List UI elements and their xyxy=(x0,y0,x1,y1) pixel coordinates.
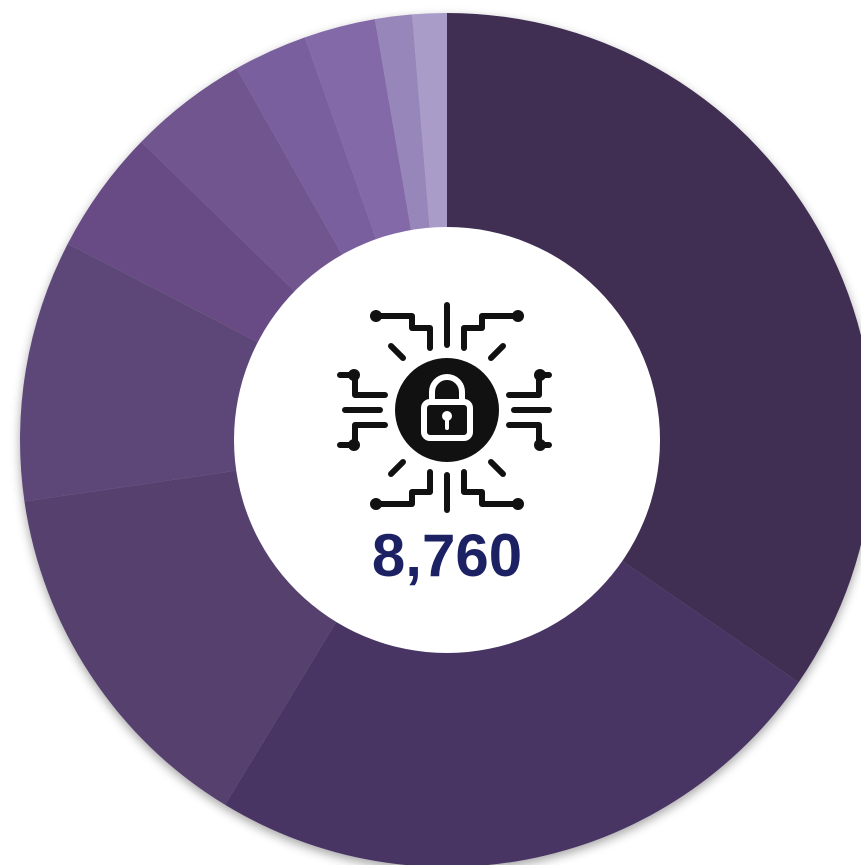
center-label: 8,760 xyxy=(372,522,522,589)
donut-slice xyxy=(67,141,304,349)
donut-slice xyxy=(236,37,381,266)
donut-slice xyxy=(447,13,861,683)
donut-slice xyxy=(141,68,349,301)
donut-slice xyxy=(304,19,414,252)
donut-slice xyxy=(412,13,447,241)
donut-ring xyxy=(19,13,861,865)
donut-slice xyxy=(19,243,270,502)
donut-slice xyxy=(24,468,344,805)
donut-slice xyxy=(374,14,431,243)
lock-icon xyxy=(337,302,552,513)
